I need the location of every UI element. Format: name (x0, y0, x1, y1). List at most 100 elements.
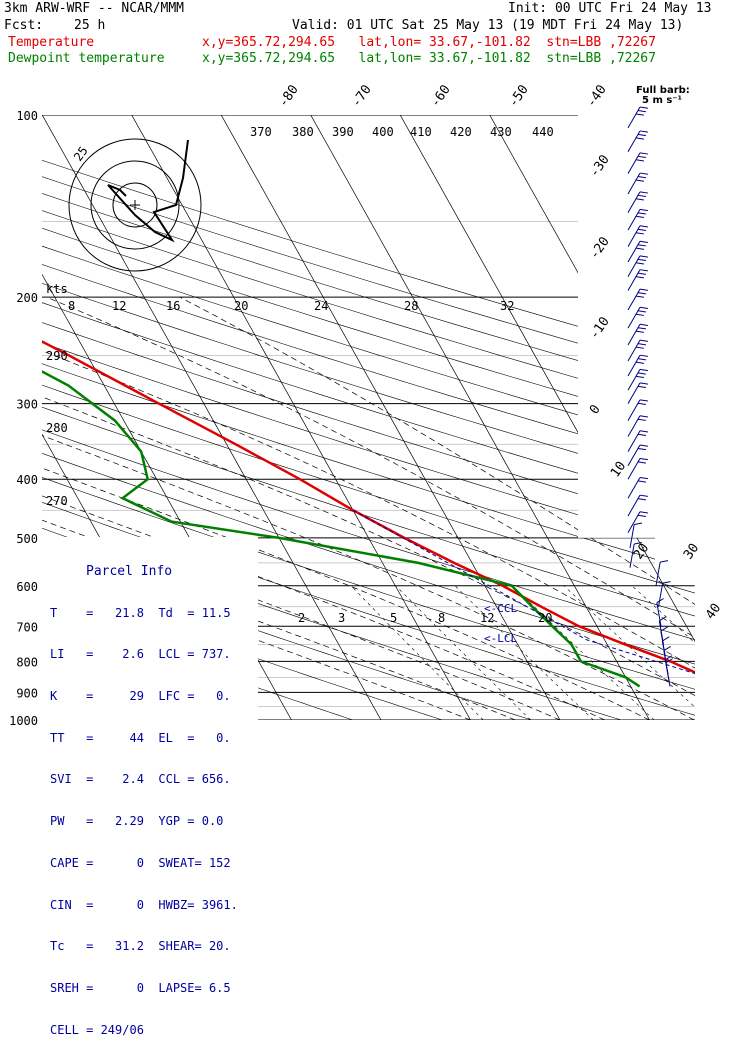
parcel-row: T = 21.8 Td = 11.5 (42, 607, 258, 621)
wind-barb-flag (662, 637, 669, 641)
wind-barb-flag (636, 138, 644, 139)
wind-barb-flag (636, 114, 644, 115)
parcel-row: LI = 2.6 LCL = 737. (42, 648, 258, 662)
wind-barb-flag (640, 256, 648, 257)
theta-label: 410 (410, 125, 432, 139)
ccl-label: <-CCL (484, 602, 517, 615)
theta-label: 440 (532, 125, 554, 139)
wind-barb-flag (636, 296, 644, 297)
parcel-path-line (353, 510, 736, 686)
wind-barb-flag (638, 293, 646, 294)
wind-barb-flag (636, 248, 644, 249)
wind-barb-flag (640, 458, 648, 459)
wind-barb-flag (636, 347, 644, 348)
barb-legend-value: 5 m s⁻¹ (642, 94, 682, 108)
wind-barb-flag (638, 195, 646, 196)
wind-barb-flag (640, 400, 648, 401)
isotherm-top-label: -60 (428, 82, 454, 110)
wind-barb-flag (638, 177, 646, 178)
parcel-info-title: Parcel Info (42, 565, 258, 579)
pressure-label: 800 (16, 655, 38, 669)
wind-barb-flag (640, 512, 648, 513)
pressure-label: 900 (16, 686, 38, 700)
isotherm-top-label: -80 (276, 82, 302, 110)
pressure-label: 100 (16, 109, 38, 123)
wind-barb-flag (664, 646, 671, 650)
dry-adiabat-label: 280 (46, 421, 68, 435)
wind-barb-flag (638, 259, 646, 260)
wind-barb-staff (659, 583, 663, 607)
wind-barb-flag (638, 515, 646, 516)
wind-barb-flag (638, 110, 646, 111)
parcel-row: CELL = 249/06 (42, 1024, 258, 1038)
wind-barb-flag (640, 340, 648, 341)
theta-label: 430 (490, 125, 512, 139)
isotherm-line (221, 115, 560, 720)
theta-label: 420 (450, 125, 472, 139)
mixing-ratio-line (351, 586, 483, 720)
wind-barb-flag (640, 173, 648, 174)
wind-barb-flag (638, 386, 646, 387)
mixing-ratio-label: 2 (298, 611, 305, 625)
wind-barb-flag (638, 499, 646, 500)
wind-barb-flag (638, 448, 646, 449)
isotherm-top-label: -50 (506, 82, 532, 110)
wind-barb-flag (640, 289, 648, 290)
lcl-label: <-LCL (484, 632, 517, 645)
wind-barb-flag (638, 462, 646, 463)
isotherm-top-label: -70 (349, 82, 375, 110)
wind-barb-flag (636, 331, 644, 332)
wind-barb-flag (636, 216, 644, 217)
isotherm-line (669, 115, 740, 720)
pressure-label: 600 (16, 580, 38, 594)
mixing-ratio-label: 32 (500, 299, 514, 313)
parcel-row: TT = 44 EL = 0. (42, 732, 258, 746)
wind-barb-flag (638, 419, 646, 420)
wind-barb-flag (638, 156, 646, 157)
parcel-row: SREH = 0 LAPSE= 6.5 (42, 982, 258, 996)
wind-barb-flag (636, 277, 644, 278)
isotherm-right-label: -20 (587, 234, 613, 262)
wind-barb-flag (640, 431, 648, 432)
pressure-label: 400 (16, 473, 38, 487)
wind-barb-flag (638, 311, 646, 312)
isotherm-right-label: -30 (587, 152, 613, 180)
mixing-ratio-line (512, 586, 654, 720)
mixing-ratio-label: 5 (390, 611, 397, 625)
mixing-ratio-label: 12 (112, 299, 126, 313)
wind-barb-flag (638, 344, 646, 345)
mixing-ratio-label: 8 (438, 611, 445, 625)
wind-barb-staff (666, 663, 670, 687)
mixing-ratio-label: 16 (166, 299, 180, 313)
isotherm-right-label: -10 (587, 314, 613, 342)
mixing-ratio-label: 20 (234, 299, 248, 313)
wind-barb-flag (640, 445, 648, 446)
dry-adiabat-label: 270 (46, 494, 68, 508)
wind-barb-flag (636, 362, 644, 363)
wind-barb-flag (636, 180, 644, 181)
theta-label: 380 (292, 125, 314, 139)
parcel-row: Tc = 31.2 SHEAR= 20. (42, 940, 258, 954)
wind-barb-flag (640, 495, 648, 496)
wind-barb-flag (640, 153, 648, 154)
theta-label: 400 (372, 125, 394, 139)
wind-barb-flag (636, 263, 644, 264)
theta-label: 370 (250, 125, 272, 139)
isotherm-line (400, 115, 739, 720)
parcel-row: PW = 2.29 YGP = 0.0 (42, 815, 258, 829)
hodograph-ring-label: 25 (71, 144, 91, 164)
pressure-label: 700 (16, 620, 38, 634)
wind-barb-flag (638, 481, 646, 482)
pressure-label: 200 (16, 291, 38, 305)
wind-barb-flag (638, 213, 646, 214)
pressure-label: 500 (16, 532, 38, 546)
isotherm-line (490, 115, 740, 720)
mixing-ratio-label: 20 (538, 611, 552, 625)
wind-barb-flag (640, 226, 648, 227)
isotherm-right-label: 0 (587, 402, 604, 417)
wind-barb-flag (663, 582, 671, 584)
wind-barb-flag (640, 355, 648, 356)
parcel-row: CAPE = 0 SWEAT= 152 (42, 857, 258, 871)
wind-barb-flag (640, 324, 648, 325)
wind-barb-flag (640, 270, 648, 271)
